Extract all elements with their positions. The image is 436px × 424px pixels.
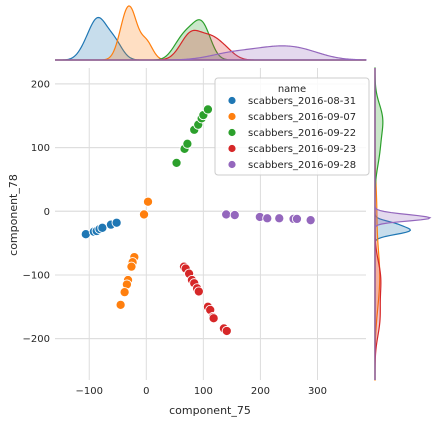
scatter-point — [291, 213, 303, 224]
x-axis-label: component_75 — [169, 404, 251, 417]
x-tick-labels: −100 0 100 200 300 — [76, 386, 328, 397]
top-kde-curve — [55, 45, 367, 61]
x-tick-label: 200 — [251, 386, 270, 397]
scatter-point — [221, 325, 232, 337]
scatter-point — [119, 287, 130, 298]
legend-marker — [227, 160, 237, 169]
scatter-point — [305, 215, 316, 226]
y-tick-label: 0 — [44, 207, 50, 218]
y-tick-labels: −200 −100 0 100 200 — [23, 79, 50, 345]
scatter-point — [182, 138, 193, 149]
scatter-point — [208, 313, 219, 324]
legend-label: scabbers_2016-09-22 — [248, 128, 356, 139]
scatter-point — [229, 210, 240, 221]
x-tick-label: 0 — [143, 386, 149, 397]
top-marginal-kde — [55, 5, 367, 61]
legend-items: scabbers_2016-08-31 scabbers_2016-09-07sc… — [227, 96, 356, 171]
right-marginal-kde — [374, 67, 432, 381]
legend-title: name — [278, 84, 306, 95]
scatter-point — [126, 261, 137, 272]
scatter-point — [274, 213, 285, 224]
y-tick-label: −200 — [23, 334, 50, 345]
x-tick-label: 300 — [308, 386, 327, 397]
legend: name scabbers_2016-08-31 scabbers_2016-09… — [214, 77, 370, 176]
scatter-points — [80, 104, 316, 337]
scatter-point — [262, 213, 273, 224]
scatter-point — [202, 104, 213, 115]
y-tick-label: −100 — [23, 270, 50, 281]
scatter-point — [171, 157, 182, 168]
legend-label: scabbers_2016-09-28 — [248, 160, 356, 171]
right-kde-curve — [374, 68, 432, 380]
legend-marker — [227, 144, 237, 153]
scatter-point — [111, 217, 122, 228]
scatter-point — [115, 299, 126, 310]
scatter-point — [193, 286, 204, 297]
legend-label: scabbers_2016-08-31 — [248, 96, 356, 107]
legend-label: scabbers_2016-09-07 — [248, 112, 356, 123]
x-tick-label: −100 — [76, 386, 103, 397]
scatter-point — [97, 222, 108, 233]
legend-label: scabbers_2016-09-23 — [248, 144, 356, 155]
scatter-point — [142, 196, 154, 207]
legend-marker — [227, 96, 237, 105]
y-tick-label: 100 — [31, 143, 50, 154]
y-tick-label: 200 — [31, 79, 50, 90]
legend-marker — [227, 128, 237, 137]
legend-marker — [227, 112, 237, 121]
scatter-point — [221, 209, 232, 220]
y-axis-label: component_78 — [7, 174, 20, 256]
scatter-point — [138, 209, 150, 220]
legend-frame — [214, 77, 370, 176]
x-tick-label: 100 — [194, 386, 213, 397]
